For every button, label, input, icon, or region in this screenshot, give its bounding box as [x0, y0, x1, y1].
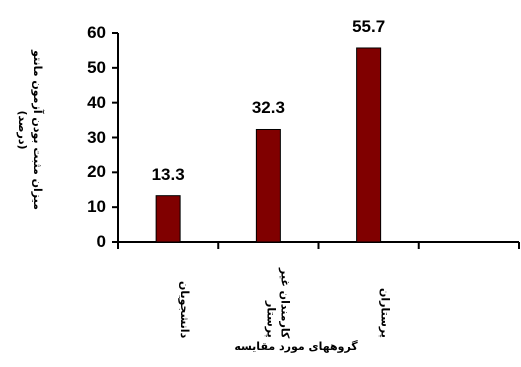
- bar-data-label: 32.3: [251, 98, 285, 118]
- x-category-label: دانشجویان: [178, 280, 192, 338]
- bar-data-label: 55.7: [352, 16, 386, 36]
- y-tick-label: 60: [87, 23, 106, 42]
- x-category-label: کارمندان غیر پرستار: [264, 267, 292, 338]
- bar: [255, 128, 281, 243]
- y-tick-label: 10: [87, 197, 106, 217]
- bar: [356, 47, 382, 243]
- y-tick-label: 40: [87, 92, 106, 112]
- bar-data-label: 13.3: [151, 164, 185, 184]
- y-tick-label: 20: [87, 162, 106, 182]
- x-axis-title: گروههای مورد مقایسه: [234, 340, 358, 353]
- y-tick-label: 0: [96, 232, 106, 251]
- bar: [155, 195, 181, 243]
- y-axis-title: میزان مثبت بودن آزمون مانتو (درصد): [16, 50, 44, 210]
- y-axis-title-wrap: میزان مثبت بودن آزمون مانتو (درصد): [0, 20, 60, 240]
- y-tick-label: 50: [87, 57, 106, 77]
- x-category-label: پرستاران: [378, 288, 392, 338]
- y-tick-label: 30: [87, 127, 106, 147]
